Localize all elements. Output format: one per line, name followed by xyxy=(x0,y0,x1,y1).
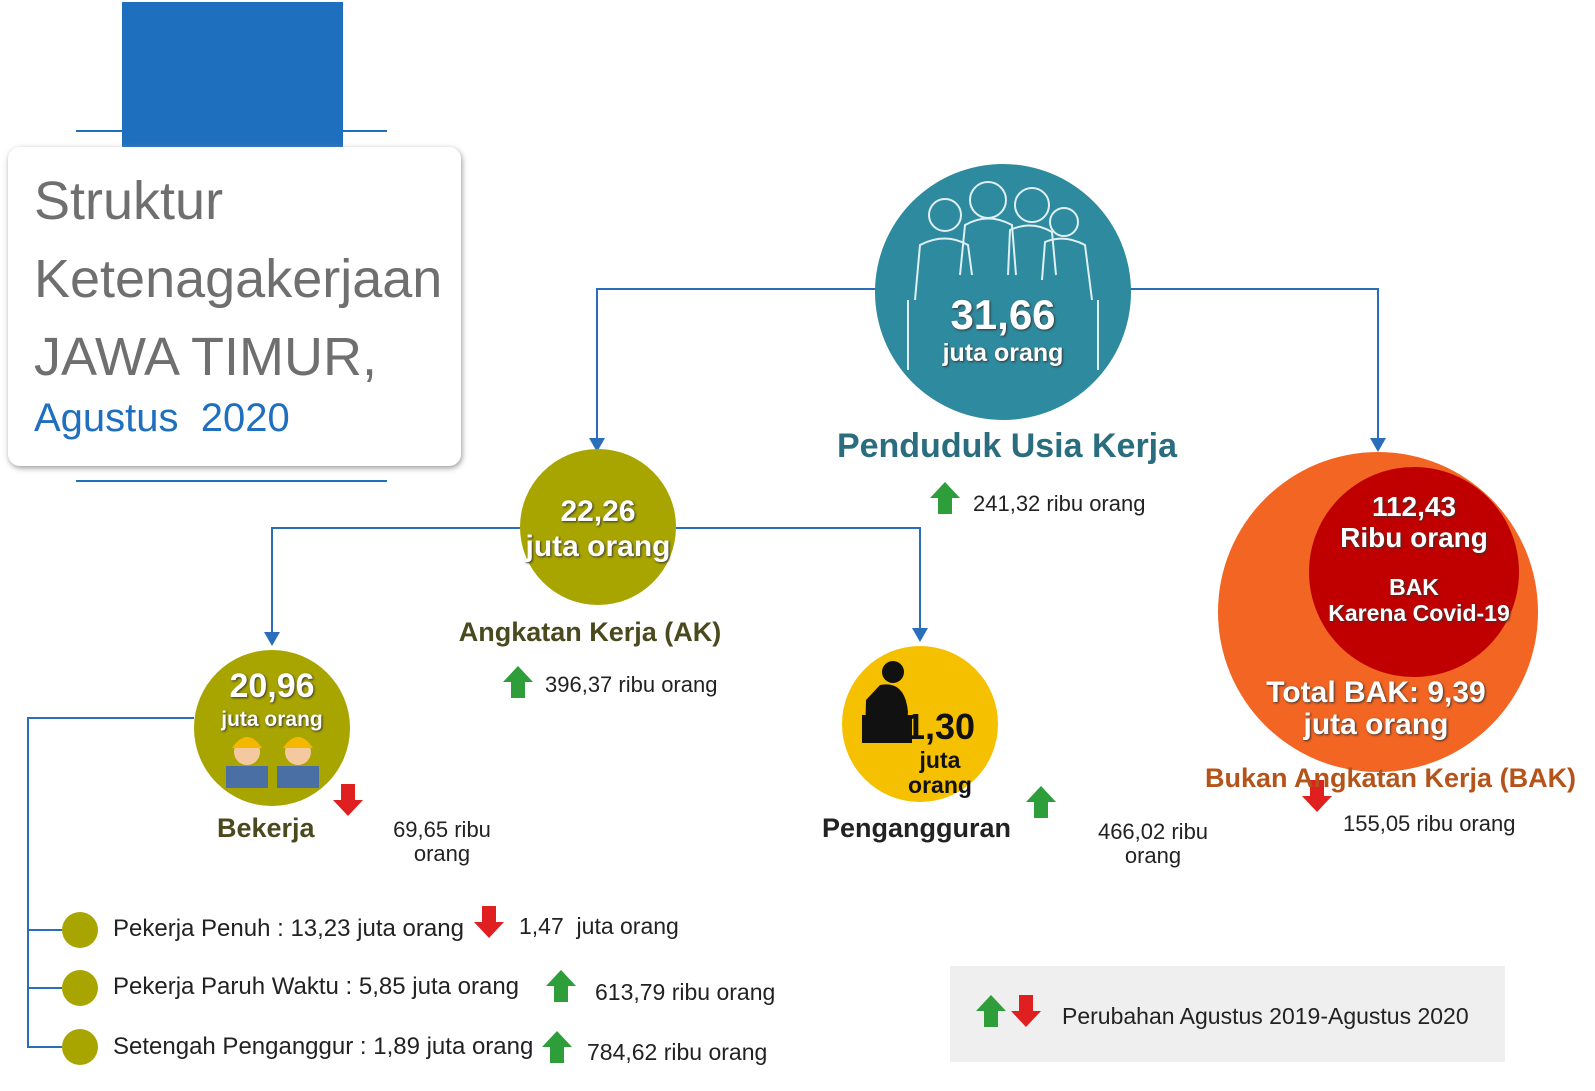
node-change: 466,02 ribu orang xyxy=(1097,819,1209,869)
node-circle xyxy=(520,449,676,605)
change-arrow xyxy=(1302,780,1332,812)
worker-change: 613,79 ribu orang xyxy=(595,979,776,1005)
covid-unit: Ribu orang xyxy=(1340,522,1488,553)
covid-label: BAK xyxy=(1389,574,1439,600)
legend-box xyxy=(950,966,1505,1062)
node-unit: juta orang xyxy=(908,747,972,799)
node-value: Total BAK: 9,39 xyxy=(1266,676,1486,709)
node-value: 1,30 xyxy=(905,706,976,747)
connectors xyxy=(27,288,1379,1048)
header-block xyxy=(122,2,343,147)
worker-text: Pekerja Paruh Waktu : 5,85 juta orang xyxy=(113,973,520,1000)
title-line: Struktur xyxy=(34,171,224,231)
legend-text: Perubahan Agustus 2019-Agustus 2020 xyxy=(1062,1003,1469,1029)
change-arrow xyxy=(930,482,960,514)
unemployed-icon xyxy=(862,661,912,743)
node-unit: juta orang xyxy=(1303,708,1449,741)
node-circle xyxy=(875,164,1131,420)
legend-down-arrow xyxy=(1011,995,1041,1027)
title-box xyxy=(8,147,461,466)
node-change: 241,32 ribu orang xyxy=(973,491,1146,516)
node-value: 31,66 xyxy=(950,291,1056,338)
connector-arrows xyxy=(264,438,1386,646)
node-change: 155,05 ribu orang xyxy=(1343,811,1516,836)
worker-change: 784,62 ribu orang xyxy=(587,1039,768,1065)
change-arrow xyxy=(333,784,363,816)
worker-icon xyxy=(226,737,319,788)
node-value: 22,26 xyxy=(560,495,636,528)
node-label: Penduduk Usia Kerja xyxy=(836,427,1178,465)
worker-text: Setengah Penganggur : 1,89 juta orang xyxy=(113,1033,534,1060)
change-arrow xyxy=(474,906,504,938)
node-unit: juta orang xyxy=(942,339,1064,367)
node-change: 396,37 ribu orang xyxy=(545,672,718,697)
change-arrow xyxy=(503,666,533,698)
node-value: 20,96 xyxy=(229,667,315,705)
worker-text: Pekerja Penuh : 13,23 juta orang xyxy=(113,915,464,942)
change-arrow xyxy=(546,970,576,1002)
title-line: JAWA TIMUR, xyxy=(34,327,378,387)
change-arrow xyxy=(542,1031,572,1063)
legend-up-arrow xyxy=(976,995,1006,1027)
node-label: Bekerja xyxy=(217,813,315,843)
node-change: 69,65 ribu orang xyxy=(393,817,491,867)
people-icon xyxy=(907,181,1099,370)
node-unit: juta orang xyxy=(525,530,671,563)
worker-dots xyxy=(62,912,98,1065)
node-label: Angkatan Kerja (AK) xyxy=(458,617,722,647)
change-arrow xyxy=(1026,786,1056,818)
node-label: Bukan Angkatan Kerja (BAK) xyxy=(1205,763,1577,793)
covid-sublabel: Karena Covid-19 xyxy=(1328,600,1510,626)
node-label: Pengangguran xyxy=(822,813,1012,843)
covid-value: 112,43 xyxy=(1371,491,1457,522)
node-unit: juta orang xyxy=(221,708,323,731)
node-circle xyxy=(1309,467,1519,677)
worker-change: 1,47 juta orang xyxy=(519,913,679,939)
title-line: Ketenagakerjaan xyxy=(34,249,443,309)
title-period: Agustus 2020 xyxy=(34,396,290,440)
